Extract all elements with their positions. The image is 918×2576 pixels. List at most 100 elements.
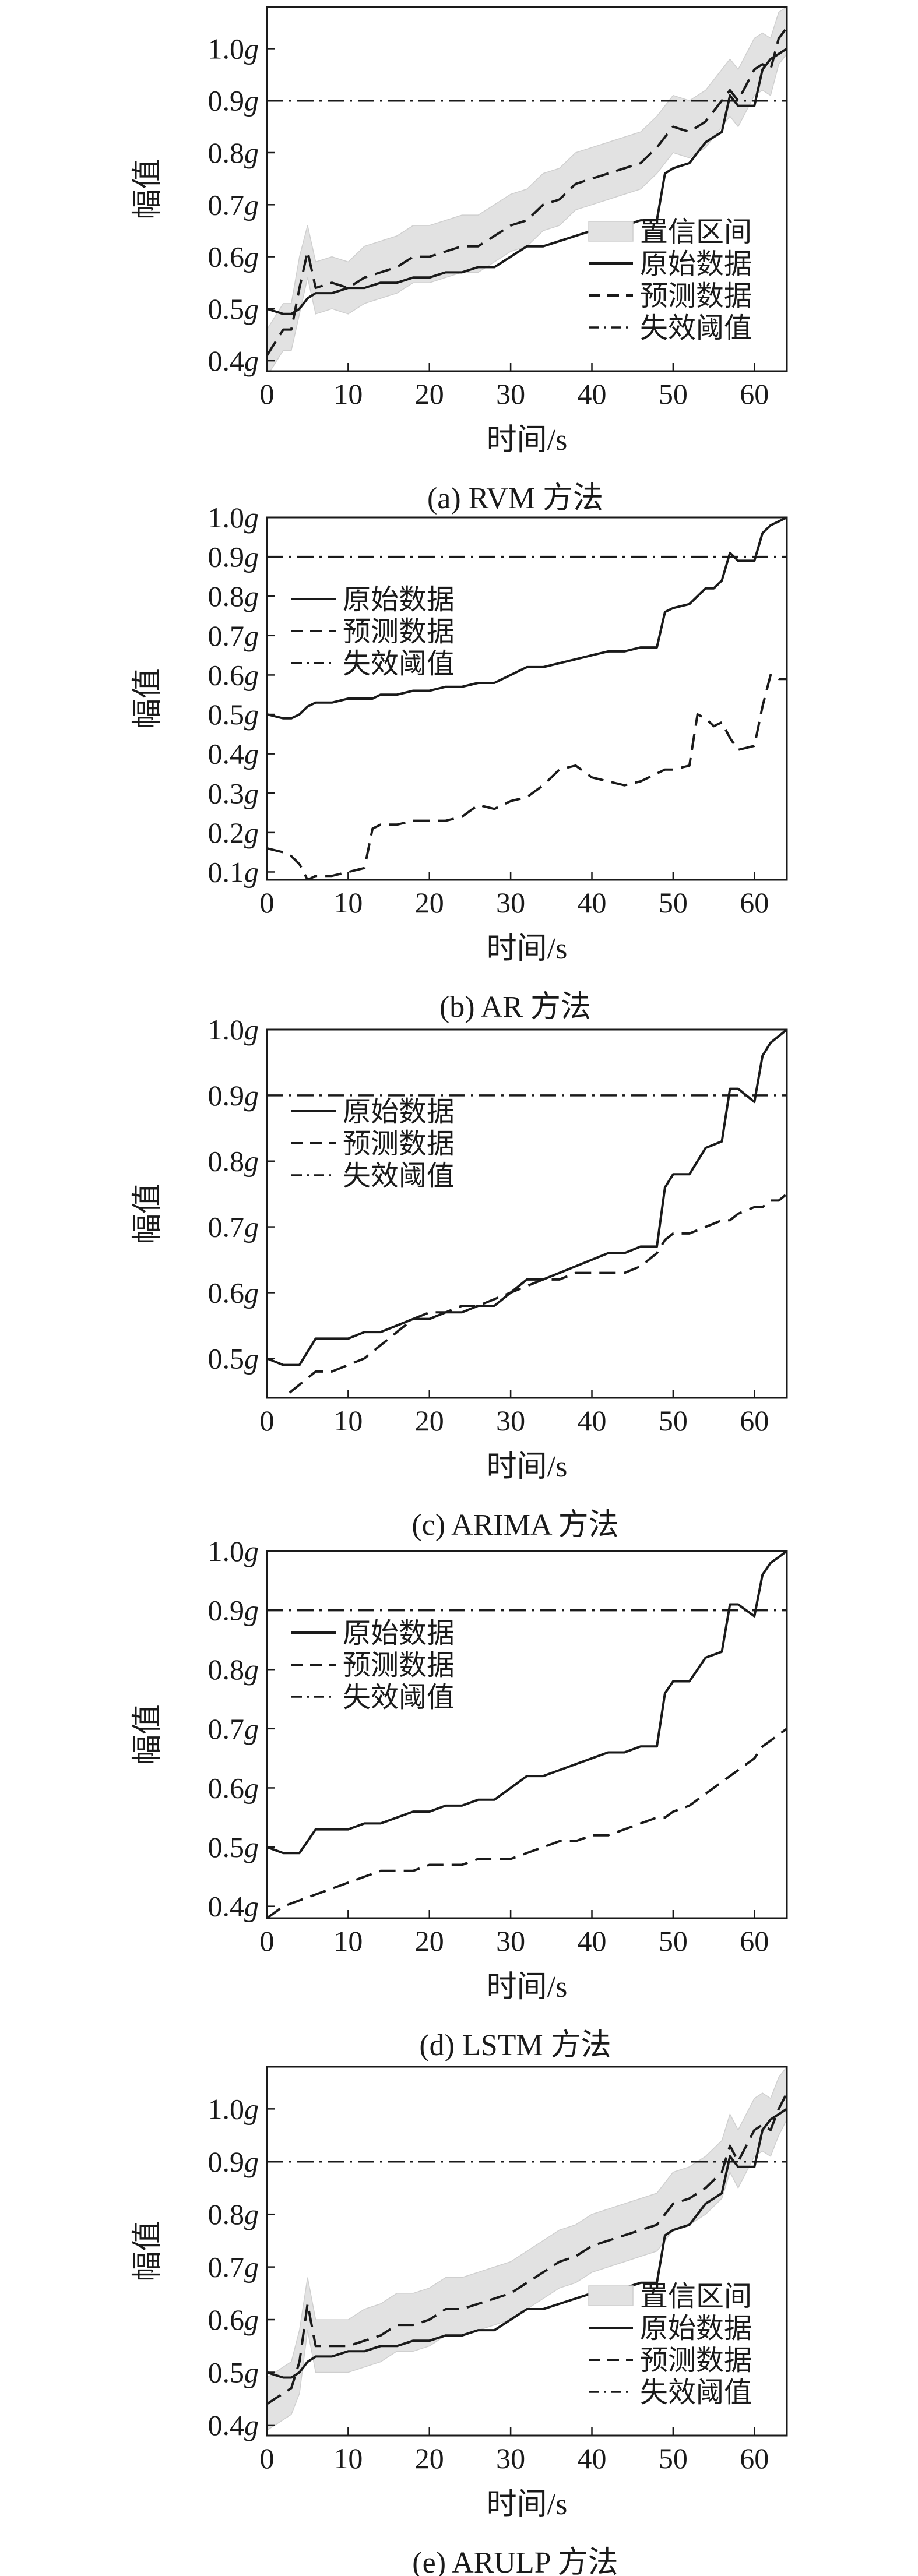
y-tick-label: 0.7g: [208, 619, 259, 652]
legend-label: 失效阈值: [640, 2377, 752, 2408]
x-tick-label: 40: [578, 886, 607, 919]
predicted-data-line: [267, 27, 787, 357]
x-tick-label: 30: [496, 886, 525, 919]
x-tick-label: 20: [415, 1404, 444, 1437]
predicted-data-line: [267, 1728, 787, 1918]
legend-label: 预测数据: [343, 1650, 455, 1681]
y-tick-label: 0.9g: [208, 541, 259, 573]
plot-frame: [266, 1550, 788, 1919]
legend-label: 失效阈值: [640, 313, 752, 344]
legend-label: 原始数据: [640, 249, 752, 280]
y-tick-label: 0.8g: [208, 2198, 259, 2230]
y-axis-label: 幅值: [131, 1183, 164, 1244]
plot-frame: [266, 1028, 788, 1399]
x-tick-label: 50: [659, 1925, 688, 1957]
x-tick-label: 30: [496, 1404, 525, 1437]
chart-panel: 0.4g 0.5g 0.6g 0.7g 0.8g 0.9g 1.0g 0 10 20 30 40 50 6…: [131, 6, 788, 515]
x-tick-label: 10: [333, 1925, 363, 1957]
x-tick-label: 20: [415, 1925, 444, 1957]
x-tick-label: 60: [740, 1404, 769, 1437]
legend-swatch-band: [588, 221, 634, 242]
y-tick-label: 0.3g: [208, 777, 259, 809]
y-tick-label: 0.5g: [208, 698, 259, 731]
x-tick-label: 40: [578, 378, 607, 410]
x-tick-label: 40: [578, 1925, 607, 1957]
legend-label: 预测数据: [640, 281, 752, 312]
legend-label: 原始数据: [640, 2313, 752, 2344]
legend-label: 失效阈值: [343, 1682, 455, 1713]
y-tick-label: 0.5g: [208, 2356, 259, 2388]
chart-caption: (c) ARIMA 方法: [411, 1509, 618, 1542]
y-tick-label: 0.5g: [208, 293, 259, 325]
chart-caption: (b) AR 方法: [439, 991, 591, 1024]
y-tick-label: 0.7g: [208, 1211, 259, 1243]
chart-panel: 0.4g 0.5g 0.6g 0.7g 0.8g 0.9g 1.0g 0 10 20 30 40 50 6…: [131, 1535, 788, 2062]
y-tick-label: 1.0g: [208, 1013, 259, 1046]
legend-label: 原始数据: [343, 584, 455, 615]
y-tick-label: 1.0g: [208, 1535, 259, 1567]
y-tick-label: 0.7g: [208, 2251, 259, 2283]
legend-label: 置信区间: [640, 2281, 752, 2312]
original-data-line: [267, 2108, 787, 2379]
predicted-data-line: [267, 2092, 787, 2405]
x-tick-label: 0: [260, 378, 275, 410]
x-tick-label: 20: [415, 886, 444, 919]
predicted-data-line: [267, 674, 787, 880]
y-tick-label: 1.0g: [208, 501, 259, 534]
y-axis-label: 幅值: [131, 158, 164, 219]
y-tick-label: 1.0g: [208, 2092, 259, 2125]
confidence-band: [267, 2067, 787, 2431]
y-tick-label: 0.9g: [208, 1079, 259, 1112]
x-axis-label: 时间/s: [487, 932, 568, 965]
y-tick-label: 0.6g: [208, 2303, 259, 2336]
x-tick-label: 30: [496, 1925, 525, 1957]
x-tick-label: 50: [659, 2442, 688, 2475]
y-tick-label: 0.6g: [208, 1771, 259, 1804]
chart-caption: (a) RVM 方法: [427, 482, 603, 515]
x-axis-label: 时间/s: [487, 1450, 568, 1483]
y-axis-label: 幅值: [131, 1704, 164, 1765]
chart-panel: 0.1g 0.2g 0.3g 0.4g 0.5g 0.6g 0.7g 0.8g 0.9g 1.0g…: [131, 501, 788, 1024]
y-tick-label: 1.0g: [208, 32, 259, 65]
y-tick-label: 0.2g: [208, 816, 259, 849]
x-tick-label: 20: [415, 378, 444, 410]
x-tick-label: 10: [333, 378, 363, 410]
plot-frame: [266, 2066, 788, 2437]
y-tick-label: 0.9g: [208, 84, 259, 117]
x-tick-label: 10: [333, 1404, 363, 1437]
legend-label: 失效阈值: [343, 1161, 455, 1192]
legend-label: 原始数据: [343, 1618, 455, 1649]
x-tick-label: 50: [659, 378, 688, 410]
predicted-data-line: [267, 1193, 787, 1398]
legend-label: 预测数据: [343, 616, 455, 647]
chart-panel: 0.5g 0.6g 0.7g 0.8g 0.9g 1.0g 0 10 20 30 40 50 60 时间/…: [131, 1013, 788, 1542]
original-data-line: [267, 1551, 787, 1855]
x-tick-label: 30: [496, 378, 525, 410]
x-tick-label: 60: [740, 886, 769, 919]
x-tick-label: 0: [260, 1925, 275, 1957]
x-tick-label: 50: [659, 1404, 688, 1437]
x-tick-label: 40: [578, 1404, 607, 1437]
x-tick-label: 0: [260, 1404, 275, 1437]
y-tick-label: 0.6g: [208, 241, 259, 273]
x-tick-label: 10: [333, 2442, 363, 2475]
legend-label: 失效阈值: [343, 649, 455, 679]
y-tick-label: 0.8g: [208, 580, 259, 612]
y-tick-label: 0.6g: [208, 1276, 259, 1309]
x-axis-label: 时间/s: [487, 2488, 568, 2521]
x-tick-label: 60: [740, 378, 769, 410]
y-tick-label: 0.8g: [208, 136, 259, 169]
x-tick-label: 0: [260, 886, 275, 919]
y-tick-label: 0.9g: [208, 2145, 259, 2178]
y-axis-label: 幅值: [131, 668, 164, 729]
legend-label: 预测数据: [343, 1129, 455, 1160]
legend-label: 预测数据: [640, 2345, 752, 2376]
original-data-line: [267, 517, 787, 720]
original-data-line: [267, 1030, 787, 1366]
y-tick-label: 0.8g: [208, 1653, 259, 1686]
